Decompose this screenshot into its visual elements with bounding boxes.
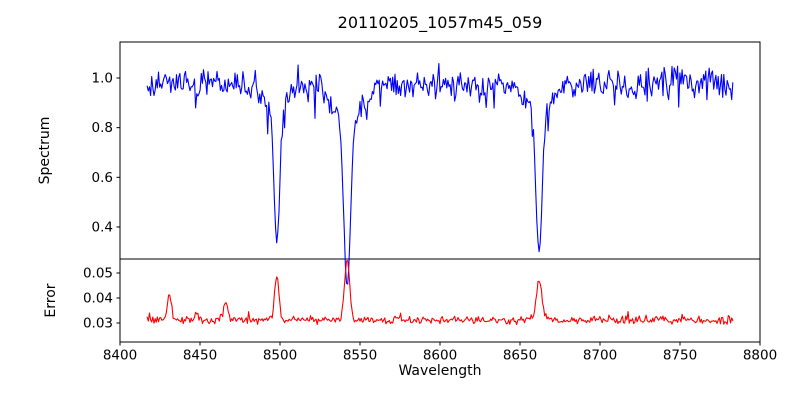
error-axes-frame — [119, 258, 761, 343]
x-tick-label: 8500 — [263, 348, 297, 364]
axis-ticks: 8400 8450 8500 8550 8600 8650 8700 8750 8800 0.4 0… — [83, 71, 777, 364]
y-tick-label: 0.03 — [83, 316, 113, 332]
x-tick-label: 8750 — [663, 348, 697, 364]
y-tick-label: 0.05 — [83, 266, 113, 282]
x-tick-label: 8600 — [423, 348, 457, 364]
chart-title: 20110205_1057m45_059 — [338, 13, 543, 33]
error-y-axis-label: Error — [43, 283, 59, 317]
x-tick-label: 8550 — [343, 348, 377, 364]
x-tick-label: 8450 — [183, 348, 217, 364]
y-tick-label: 0.8 — [92, 120, 113, 136]
y-tick-label: 1.0 — [92, 71, 113, 87]
spectrum-line — [146, 63, 734, 285]
x-tick-label: 8800 — [743, 348, 777, 364]
x-axis-label: Wavelength — [398, 363, 481, 379]
error-line — [146, 260, 734, 326]
y-tick-label: 0.6 — [92, 170, 113, 186]
spectrum-y-axis-label: Spectrum — [37, 117, 53, 185]
x-tick-label: 8400 — [103, 348, 137, 364]
y-tick-label: 0.04 — [83, 291, 113, 307]
y-tick-label: 0.4 — [92, 219, 113, 235]
x-tick-label: 8700 — [583, 348, 617, 364]
x-tick-label: 8650 — [503, 348, 537, 364]
